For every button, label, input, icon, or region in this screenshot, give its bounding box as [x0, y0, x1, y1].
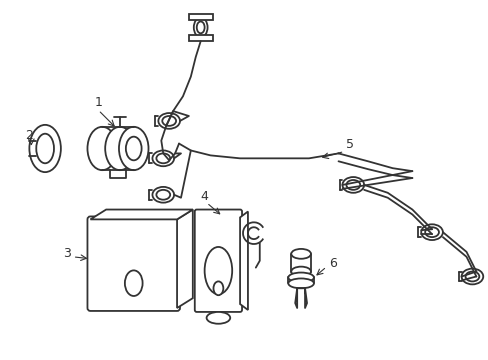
- Ellipse shape: [124, 270, 142, 296]
- Text: 5: 5: [346, 139, 354, 152]
- Ellipse shape: [125, 137, 142, 160]
- Ellipse shape: [461, 269, 482, 284]
- Ellipse shape: [156, 190, 170, 200]
- FancyBboxPatch shape: [194, 210, 242, 312]
- Ellipse shape: [424, 227, 438, 237]
- Ellipse shape: [156, 153, 170, 163]
- Ellipse shape: [291, 249, 310, 259]
- Ellipse shape: [291, 267, 310, 276]
- Bar: [188, 14, 212, 19]
- Ellipse shape: [346, 180, 360, 190]
- Ellipse shape: [152, 150, 174, 166]
- Text: 6: 6: [328, 257, 336, 270]
- Ellipse shape: [213, 282, 223, 295]
- Ellipse shape: [206, 312, 230, 324]
- Ellipse shape: [196, 22, 204, 33]
- Text: 4: 4: [200, 190, 208, 203]
- Polygon shape: [177, 210, 192, 308]
- Ellipse shape: [420, 224, 442, 240]
- Ellipse shape: [193, 18, 207, 37]
- FancyBboxPatch shape: [87, 216, 180, 311]
- Ellipse shape: [87, 127, 117, 170]
- Ellipse shape: [162, 116, 176, 126]
- Ellipse shape: [342, 177, 364, 193]
- Ellipse shape: [29, 125, 61, 172]
- Polygon shape: [90, 210, 192, 219]
- Ellipse shape: [105, 127, 135, 170]
- Text: 3: 3: [63, 247, 71, 260]
- Text: 2: 2: [25, 129, 33, 141]
- Ellipse shape: [158, 113, 180, 129]
- Ellipse shape: [288, 273, 313, 282]
- Polygon shape: [240, 212, 247, 310]
- Ellipse shape: [119, 127, 148, 170]
- Ellipse shape: [152, 187, 174, 203]
- Ellipse shape: [204, 247, 232, 294]
- Ellipse shape: [288, 278, 313, 288]
- Text: 1: 1: [94, 96, 102, 109]
- Bar: [188, 35, 212, 41]
- Ellipse shape: [465, 271, 478, 282]
- Ellipse shape: [36, 134, 54, 163]
